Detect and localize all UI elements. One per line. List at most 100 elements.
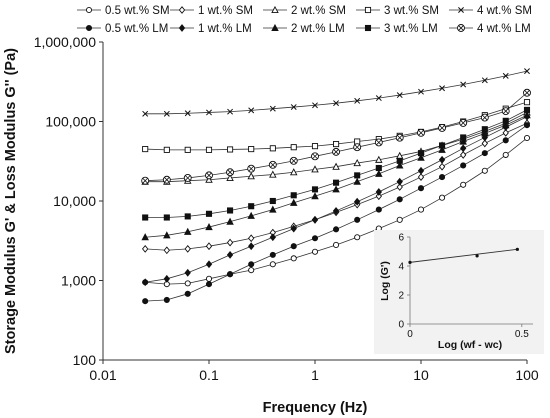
series-point	[396, 157, 403, 164]
series-point	[375, 95, 382, 102]
series-point	[248, 234, 255, 243]
series-point	[502, 117, 509, 124]
series-point	[375, 188, 382, 196]
series-point	[375, 192, 382, 201]
series-point	[523, 106, 531, 113]
legend-marker	[178, 24, 186, 32]
x-tick-label: 0.01	[89, 367, 116, 383]
series-point	[226, 217, 234, 225]
inset-background	[374, 230, 544, 354]
series-point	[312, 102, 318, 109]
series-point	[481, 77, 488, 84]
series-point	[353, 177, 361, 185]
series-point	[417, 166, 425, 175]
series-point	[417, 128, 425, 137]
series-point	[417, 173, 425, 181]
series-point	[480, 113, 489, 122]
series-point	[481, 129, 489, 137]
legend-item: 0.5 wt.% LM	[77, 23, 168, 35]
series-point	[163, 274, 170, 283]
series-point	[460, 162, 467, 169]
series-point	[332, 147, 341, 156]
series-point	[142, 278, 149, 287]
legend-marker	[364, 6, 372, 14]
inset-tick-labels: 0 2 4 6 0 0.5	[398, 233, 529, 341]
series-point	[460, 134, 467, 141]
series-layer	[141, 68, 531, 305]
legend-item: 0.5 wt.% SM	[77, 5, 170, 17]
series-7	[141, 111, 531, 241]
series-point	[226, 173, 234, 181]
series-point	[417, 185, 425, 192]
series-point	[375, 164, 382, 172]
legend-label: 4 wt.% SM	[477, 5, 532, 17]
series-point	[142, 110, 149, 117]
series-point	[481, 126, 488, 133]
inset-x-tick-label: 0	[407, 329, 413, 340]
legend-label: 2 wt.% SM	[291, 5, 346, 17]
legend-item: 1 wt.% LM	[170, 23, 252, 35]
series-point	[439, 174, 446, 181]
series-point	[332, 207, 340, 215]
series-point	[269, 233, 276, 242]
x-tick-label: 10	[413, 367, 429, 383]
legend-item: 3 wt.% LM	[356, 23, 438, 35]
series-point	[333, 241, 340, 249]
series-9	[141, 88, 531, 185]
series-point	[247, 172, 255, 180]
series-point	[501, 121, 510, 129]
series-point	[184, 268, 191, 277]
series-point	[290, 255, 297, 262]
series-point	[247, 164, 256, 173]
series-point	[184, 290, 191, 297]
legend-item: 4 wt.% SM	[449, 5, 532, 17]
series-point	[163, 296, 170, 303]
series-point	[311, 186, 319, 193]
series-point	[289, 168, 298, 176]
series-point	[184, 146, 191, 153]
series-point	[206, 109, 212, 116]
legend-marker	[364, 24, 372, 32]
series-point	[184, 280, 191, 287]
series-point	[163, 214, 170, 221]
legend-item: 1 wt.% SM	[170, 5, 253, 17]
series-point	[311, 165, 319, 173]
inset-y-tick-label: 4	[398, 262, 404, 273]
series-point	[268, 160, 277, 169]
series-point	[439, 85, 446, 92]
series-point	[290, 192, 297, 199]
series-point	[205, 260, 213, 269]
series-point	[501, 107, 510, 116]
series-point	[248, 242, 255, 251]
series-point	[438, 155, 446, 164]
series-point	[141, 233, 149, 241]
series-point	[438, 123, 447, 132]
series-point	[142, 298, 149, 305]
series-point	[395, 133, 404, 142]
series-point	[289, 198, 298, 206]
series-point	[184, 213, 191, 220]
series-point	[333, 141, 340, 148]
series-point	[396, 92, 403, 99]
series-point	[269, 145, 276, 152]
x-tick-label: 0.1	[199, 367, 219, 383]
series-point	[481, 150, 488, 157]
series-point	[502, 151, 509, 158]
series-point	[269, 251, 276, 258]
y-tick-label: 100	[73, 352, 97, 368]
legend-item: 3 wt.% SM	[356, 5, 439, 17]
series-point	[184, 244, 191, 253]
series-point	[418, 88, 424, 95]
series-point	[354, 172, 361, 179]
series-point	[460, 181, 467, 188]
series-point	[311, 248, 319, 255]
series-point	[460, 81, 467, 88]
series-point	[141, 176, 150, 185]
series-point	[248, 107, 255, 114]
series-point	[205, 242, 213, 251]
series-point	[524, 68, 530, 75]
y-tick-label: 1,000,000	[34, 34, 96, 50]
series-point	[290, 224, 297, 233]
legend-marker	[271, 5, 279, 14]
legend-label: 2 wt.% LM	[291, 23, 345, 35]
